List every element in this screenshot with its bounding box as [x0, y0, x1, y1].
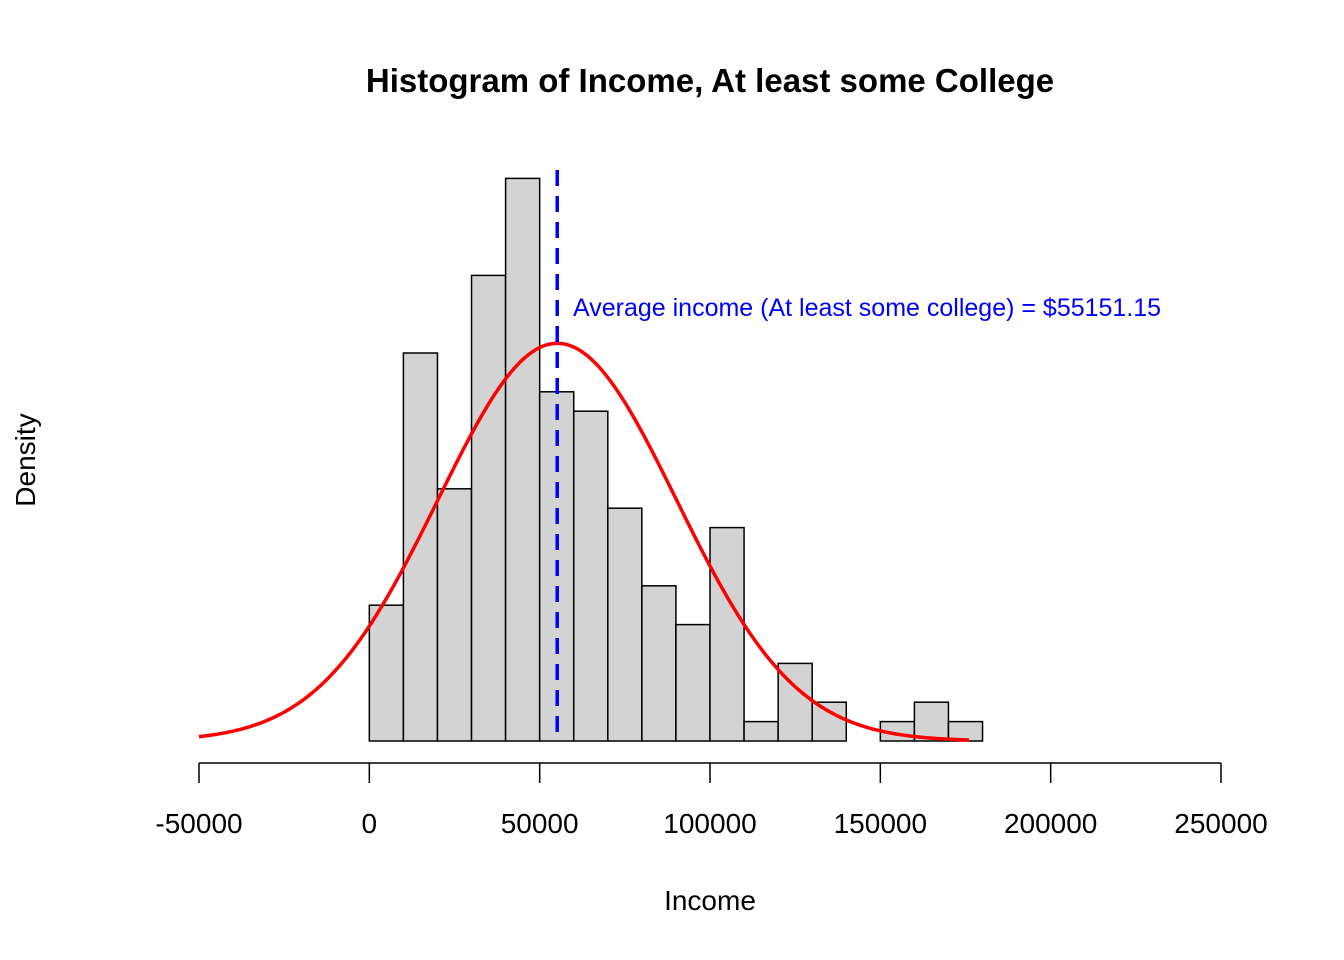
x-axis-label: Income	[664, 885, 756, 916]
histogram-bar	[913, 701, 950, 742]
histogram-bar	[641, 585, 677, 742]
x-tick-label: 200000	[1004, 808, 1097, 839]
histogram-bar	[504, 177, 541, 742]
x-tick-label: 150000	[834, 808, 927, 839]
histogram-bar	[607, 507, 643, 742]
histogram-bar	[811, 701, 848, 742]
x-tick-label: -50000	[155, 808, 242, 839]
histogram-bar	[402, 352, 439, 742]
x-tick-label: 50000	[501, 808, 579, 839]
histogram-bar	[470, 274, 507, 742]
normal-density-curve	[198, 341, 969, 742]
chart-title: Histogram of Income, At least some Colle…	[366, 62, 1054, 99]
histogram-bars	[368, 177, 984, 742]
y-axis-label: Density	[10, 413, 41, 506]
histogram-bar	[572, 410, 609, 742]
x-tick-label: 0	[362, 808, 378, 839]
x-tick-label: 250000	[1174, 808, 1267, 839]
histogram-bar	[743, 720, 779, 742]
histogram-bar	[368, 604, 405, 742]
histogram-bar	[709, 526, 745, 742]
histogram-bar	[436, 488, 473, 742]
mean-annotation: Average income (At least some college) =…	[573, 294, 1161, 322]
x-axis: -50000 0 50000 100000 150000 200000 250000	[155, 762, 1268, 839]
x-tick-label: 100000	[663, 808, 756, 839]
histogram-bar	[675, 623, 711, 742]
